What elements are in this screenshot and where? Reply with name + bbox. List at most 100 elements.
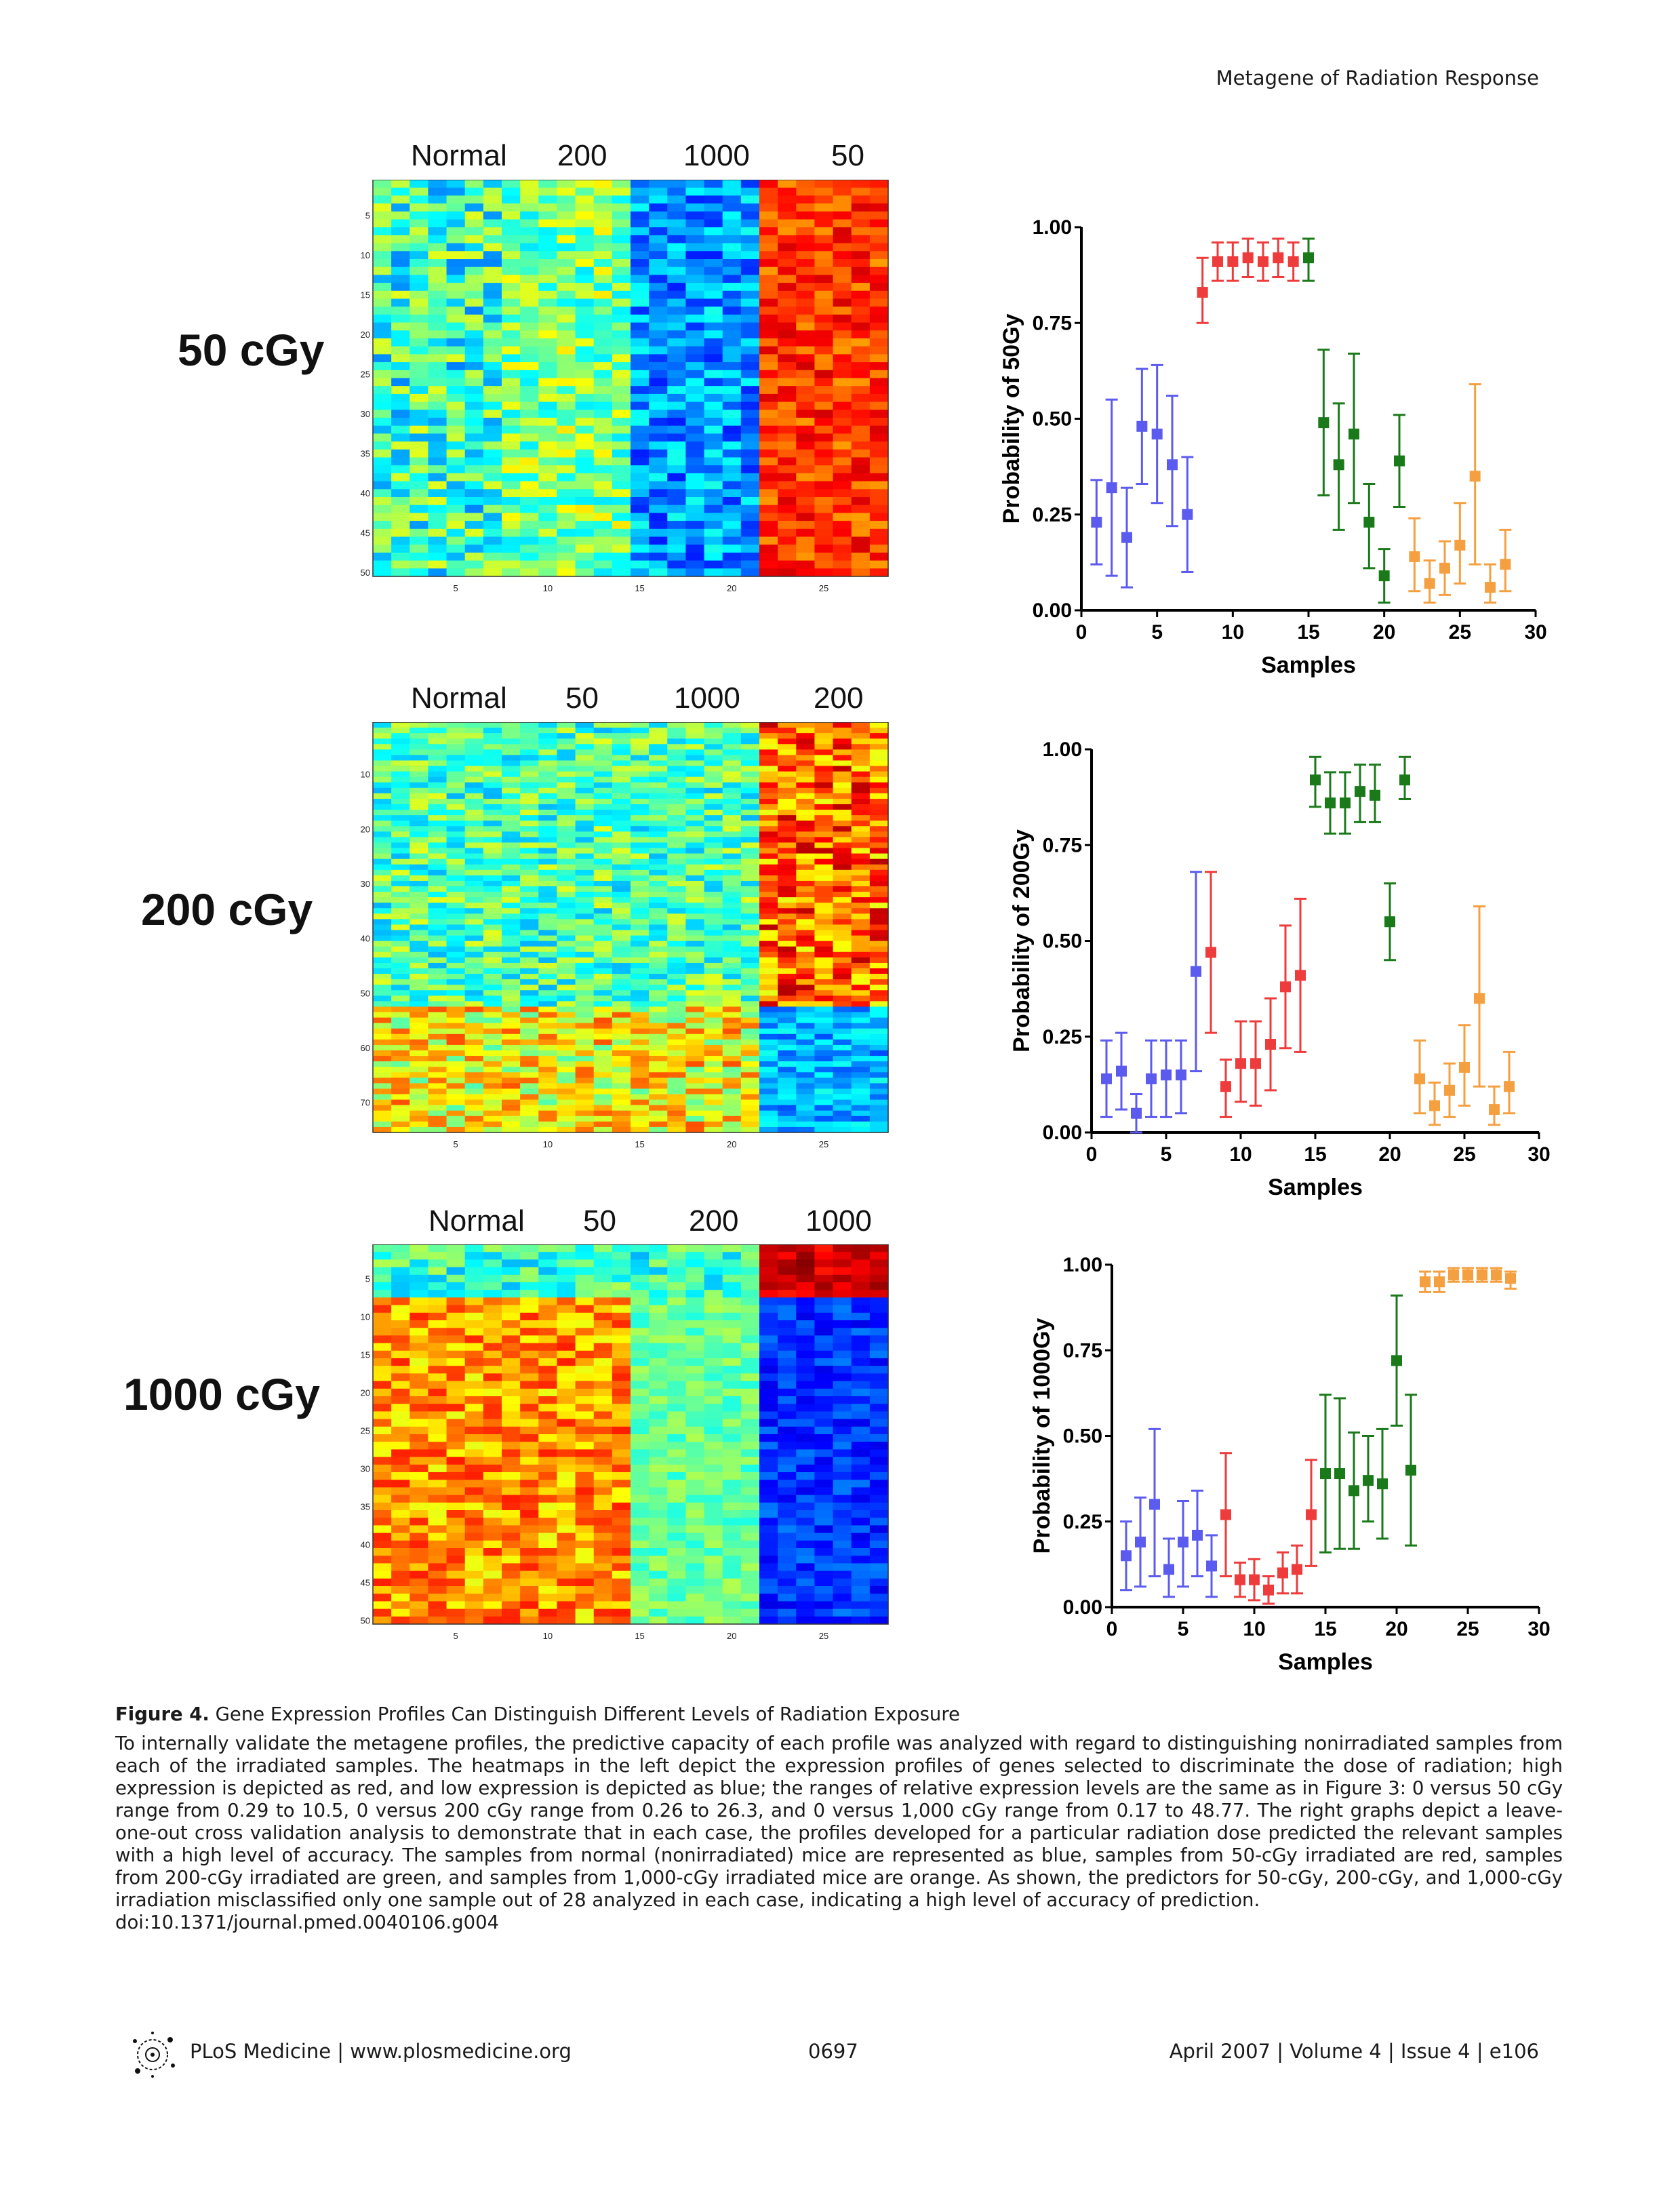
heatmap-cell [851, 1480, 871, 1488]
heatmap-cell [538, 1078, 558, 1084]
heatmap-cell [722, 864, 742, 871]
heatmap-cell [869, 322, 889, 331]
heatmap-cell [464, 497, 484, 506]
heatmap-cell [464, 903, 484, 909]
heatmap-cell [612, 330, 631, 339]
heatmap-cell [833, 545, 852, 553]
heatmap-cell [740, 1426, 760, 1435]
heatmap-cell [409, 298, 429, 307]
heatmap-cell [649, 766, 668, 772]
heatmap-cell [612, 227, 631, 236]
y-tick-label: 0.50 [1043, 930, 1082, 953]
heatmap-cell [704, 513, 723, 521]
heatmap-cell [520, 810, 539, 816]
heatmap-cell [520, 821, 539, 827]
heatmap-cell [778, 1335, 797, 1344]
heatmap-cell [575, 521, 595, 530]
heatmap-cell [391, 782, 410, 789]
heatmap-cell [593, 1464, 613, 1473]
heatmap-cell [373, 842, 392, 849]
heatmap-cell [575, 251, 595, 260]
heatmap-cell [446, 995, 466, 1002]
heatmap-cell [778, 1533, 797, 1541]
heatmap-cell [631, 1426, 650, 1435]
heatmap-cell [502, 1072, 521, 1078]
data-point [1310, 774, 1321, 786]
heatmap-cell [391, 346, 410, 355]
heatmap-cell [373, 941, 392, 947]
heatmap-cell [814, 568, 834, 577]
heatmap-cell [446, 528, 466, 538]
heatmap-cell [575, 892, 595, 898]
heatmap-cell [409, 979, 429, 985]
heatmap-cell [502, 243, 521, 252]
heatmap-cell [446, 913, 466, 920]
heatmap-cell [722, 804, 742, 810]
heatmap-cell [593, 505, 613, 513]
heatmap-cell [740, 821, 760, 827]
heatmap-cell [869, 203, 889, 212]
heatmap-cell [409, 346, 429, 355]
heatmap-cell [612, 1426, 631, 1435]
heatmap-cell [391, 1039, 410, 1046]
data-point [1242, 252, 1254, 264]
heatmap-cell [557, 433, 576, 442]
heatmap-cell [538, 880, 558, 887]
heatmap-cell [373, 346, 392, 355]
heatmap-frame [372, 722, 889, 1133]
heatmap-cell [631, 771, 650, 778]
heatmap-cell [483, 1518, 502, 1526]
heatmap-cell [391, 1388, 410, 1397]
heatmap-cell [833, 919, 852, 926]
heatmap-row-tick: 20 [361, 330, 370, 340]
heatmap-cell [722, 560, 742, 569]
heatmap-cell [796, 968, 816, 974]
heatmap-cell [409, 869, 429, 876]
heatmap-cell [740, 1056, 760, 1062]
heatmap-cell [759, 946, 778, 953]
heatmap-cell [612, 505, 631, 513]
heatmap-cell [851, 1267, 871, 1276]
heatmap-cell [575, 1320, 595, 1328]
heatmap-cell [446, 1518, 466, 1526]
heatmap-cell [722, 776, 742, 783]
heatmap-cell [538, 1426, 558, 1435]
heatmap-cell [704, 771, 723, 778]
heatmap-cell [685, 935, 705, 942]
heatmap-cell [778, 1033, 797, 1040]
heatmap-cell [483, 568, 502, 577]
heatmap-cell [667, 1105, 687, 1111]
heatmap-cell [575, 259, 595, 268]
heatmap-cell [373, 1449, 392, 1458]
heatmap-cell [373, 1001, 392, 1008]
heatmap-cell [704, 227, 723, 236]
heatmap-cell [538, 924, 558, 931]
heatmap-cell [685, 425, 705, 434]
heatmap-cell [814, 1274, 834, 1283]
heatmap-cell [428, 892, 447, 898]
heatmap-cell [483, 401, 502, 410]
heatmap-cell [869, 393, 889, 403]
heatmap-cell [557, 957, 576, 964]
heatmap-cell [667, 290, 687, 300]
heatmap-cell [759, 449, 778, 458]
heatmap-cell [833, 1244, 852, 1252]
heatmap-cell [667, 985, 687, 991]
heatmap-cell [685, 1050, 705, 1056]
heatmap-cell [502, 1305, 521, 1314]
heatmap-cell [833, 1028, 852, 1035]
heatmap-cell [391, 831, 410, 837]
data-point [1197, 287, 1208, 298]
heatmap-cell [796, 1487, 816, 1496]
heatmap-cell [704, 1023, 723, 1029]
heatmap-cell [428, 227, 447, 236]
heatmap-cell [428, 842, 447, 849]
heatmap-cell [502, 897, 521, 903]
heatmap-cell [814, 410, 834, 418]
heatmap-cell [464, 1548, 484, 1556]
heatmap-cell [446, 227, 466, 236]
heatmap-cell [814, 497, 834, 506]
heatmap-cell [631, 290, 650, 300]
heatmap-cell [428, 1411, 447, 1420]
heatmap-cell [593, 979, 613, 985]
